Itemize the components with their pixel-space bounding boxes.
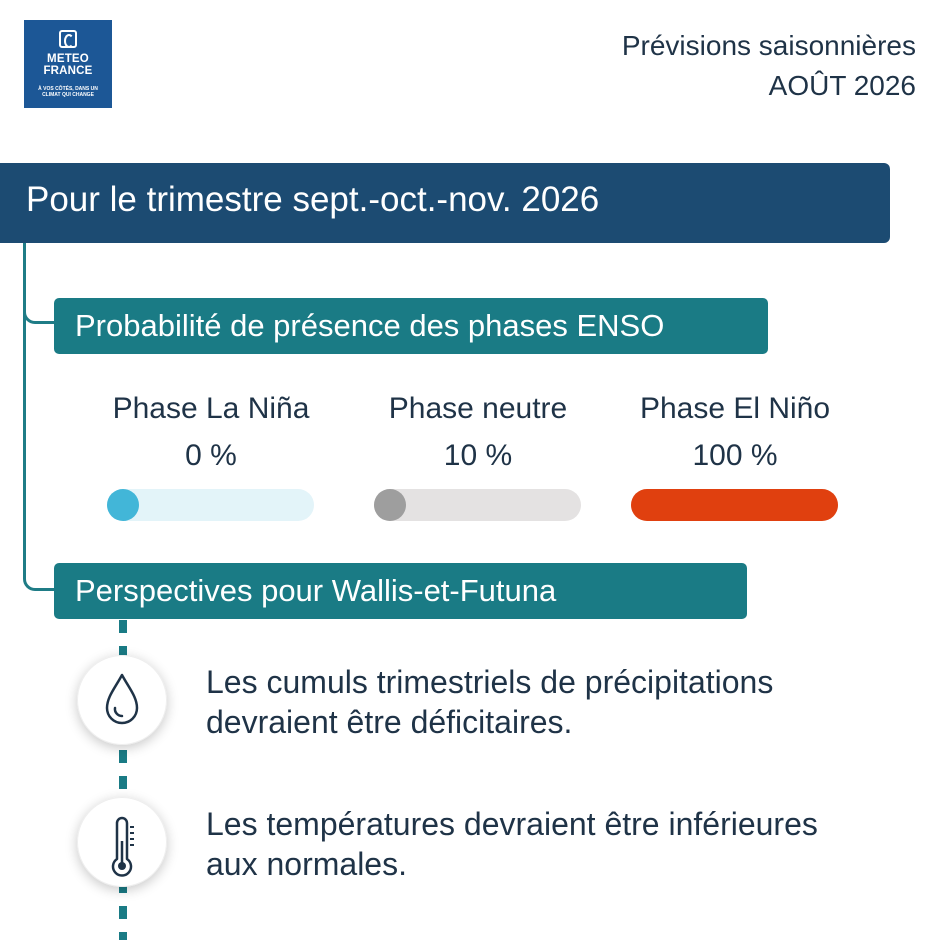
precipitation-outlook-text: Les cumuls trimestriels de précipitation…: [206, 664, 774, 740]
tree-connector: [23, 243, 26, 571]
neutral-probability-bar: [374, 489, 581, 521]
phase-label: Phase La Niña: [112, 392, 310, 425]
meteo-france-logo: METEO FRANCE À VOS CÔTÉS, DANS UN CLIMAT…: [24, 20, 112, 108]
outlook-section-banner: Perspectives pour Wallis-et-Futuna: [54, 563, 747, 619]
tree-elbow-enso: [23, 304, 55, 324]
phase-probability: 10 %: [443, 439, 513, 472]
thermometer-icon: [111, 816, 134, 877]
phase-label: Phase El Niño: [639, 392, 831, 425]
tree-elbow-outlook: [23, 571, 55, 591]
period-banner: Pour le trimestre sept.-oct.-nov. 2026: [0, 163, 890, 243]
water-drop-icon: [105, 673, 139, 725]
precipitation-icon-badge: [77, 655, 167, 745]
temperature-outlook-text: Les températures devraient être inférieu…: [206, 806, 818, 882]
el-nino-probability-bar: [631, 489, 838, 521]
la-nina-bar-fill: [107, 489, 139, 521]
temperature-icon-badge: [77, 797, 167, 887]
dotted-connector: [119, 620, 127, 940]
enso-section-title: Probabilité de présence des phases ENSO: [75, 308, 665, 343]
el-nino-bar-fill: [631, 489, 838, 521]
enso-section-banner: Probabilité de présence des phases ENSO: [54, 298, 768, 354]
phase-probability: 0 %: [185, 439, 237, 472]
neutral-bar-fill: [374, 489, 406, 521]
page-header: Prévisions saisonnières AOÛT 2026: [622, 26, 916, 106]
phase-label: Phase neutre: [388, 392, 568, 425]
logo-emblem-icon: [59, 30, 77, 48]
phase-probability: 100 %: [692, 439, 778, 472]
la-nina-probability-bar: [107, 489, 314, 521]
logo-name: METEO FRANCE: [43, 53, 93, 77]
header-date: AOÛT 2026: [768, 70, 916, 101]
period-title: Pour le trimestre sept.-oct.-nov. 2026: [26, 180, 600, 219]
outlook-section-title: Perspectives pour Wallis-et-Futuna: [75, 573, 557, 608]
logo-tagline: À VOS CÔTÉS, DANS UN CLIMAT QUI CHANGE: [38, 86, 98, 98]
header-title: Prévisions saisonnières: [621, 30, 916, 61]
